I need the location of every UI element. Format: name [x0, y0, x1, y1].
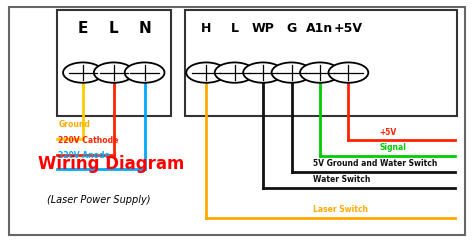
Text: +5V: +5V	[379, 128, 396, 137]
Text: 220V Cathode: 220V Cathode	[58, 136, 118, 145]
Circle shape	[125, 62, 164, 83]
Text: L: L	[109, 21, 118, 36]
Circle shape	[272, 62, 311, 83]
Text: Water Switch: Water Switch	[313, 175, 370, 184]
Text: +5V: +5V	[334, 22, 363, 35]
Circle shape	[186, 62, 226, 83]
Text: (Laser Power Supply): (Laser Power Supply)	[47, 195, 151, 205]
Circle shape	[94, 62, 134, 83]
Circle shape	[63, 62, 103, 83]
Circle shape	[300, 62, 340, 83]
Text: H: H	[201, 22, 211, 35]
Text: Laser Switch: Laser Switch	[313, 205, 368, 214]
Text: N: N	[138, 21, 151, 36]
Circle shape	[243, 62, 283, 83]
Text: WP: WP	[252, 22, 274, 35]
Bar	[185, 10, 457, 116]
Text: 220V Anode: 220V Anode	[58, 151, 110, 160]
Text: Ground: Ground	[58, 121, 90, 129]
Text: Signal: Signal	[379, 144, 406, 152]
Circle shape	[215, 62, 255, 83]
Circle shape	[328, 62, 368, 83]
Bar	[57, 10, 171, 116]
Text: E: E	[78, 21, 88, 36]
Text: 5V Ground and Water Switch: 5V Ground and Water Switch	[313, 159, 437, 168]
Text: A1n: A1n	[306, 22, 334, 35]
Text: G: G	[286, 22, 297, 35]
Text: Wiring Diagram: Wiring Diagram	[38, 155, 184, 174]
Text: L: L	[231, 22, 238, 35]
